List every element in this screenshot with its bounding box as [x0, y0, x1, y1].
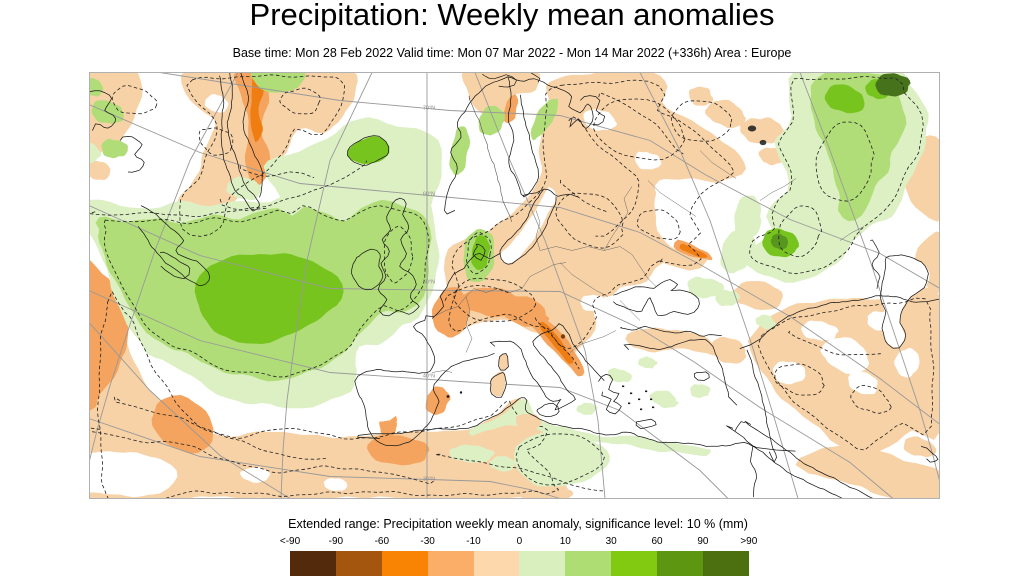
svg-text:60°N: 60°N: [423, 191, 435, 197]
svg-text:30°N: 30°N: [423, 476, 435, 482]
svg-text:70°N: 70°N: [423, 105, 435, 111]
svg-text:40°N: 40°N: [423, 373, 435, 379]
svg-text:50°N: 50°N: [423, 279, 435, 285]
